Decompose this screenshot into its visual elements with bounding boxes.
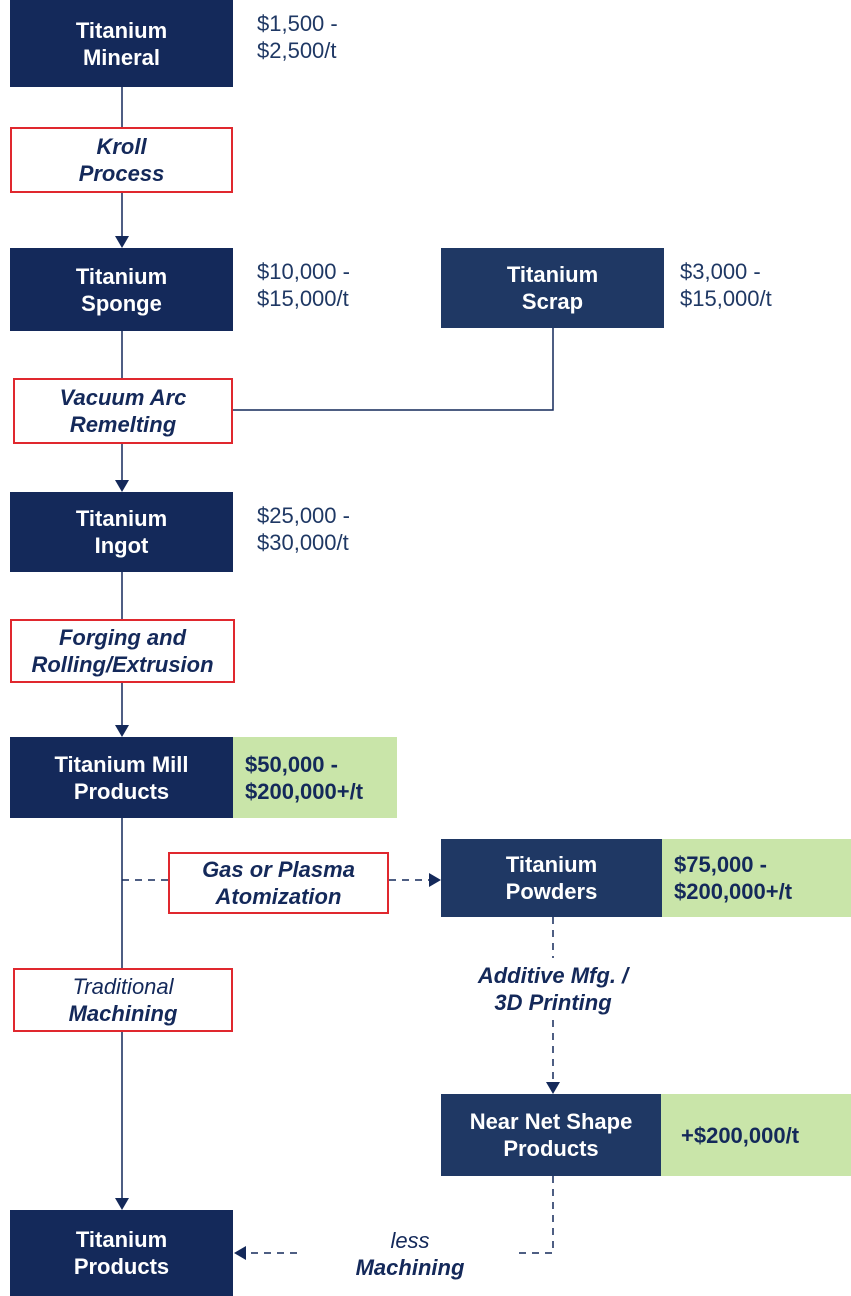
price-line: $25,000 -	[257, 503, 350, 528]
connector	[233, 328, 554, 411]
label: Remelting	[69, 412, 177, 437]
label: Sponge	[81, 290, 162, 316]
label: Titanium	[505, 852, 598, 877]
price-line: $3,000 -	[680, 259, 761, 284]
label: Titanium Mill	[54, 751, 189, 777]
price-line: $200,000+/t	[245, 778, 364, 804]
arrowhead	[546, 1082, 560, 1094]
label: Near Net Shape	[469, 1109, 633, 1134]
price: $25,000 - $30,000/t	[257, 502, 350, 556]
price-line: $30,000/t	[257, 530, 349, 555]
label: Titanium	[75, 17, 168, 43]
label: Gas or Plasma	[202, 857, 355, 882]
label: Ingot	[94, 533, 149, 558]
price: $10,000 - $15,000/t	[257, 258, 350, 312]
process: Gas or Plasma Atomization	[168, 852, 389, 914]
label: Forging and	[58, 625, 187, 650]
arrowhead	[115, 236, 129, 248]
process-label: less Machining	[310, 1227, 510, 1281]
price-line: $75,000 -	[674, 852, 767, 877]
process: Kroll Process	[10, 127, 233, 193]
label: Process	[78, 161, 165, 186]
node: Titanium Products	[10, 1210, 233, 1296]
connector	[515, 1176, 554, 1254]
label: Products	[73, 1254, 170, 1279]
node: Titanium Scrap	[441, 248, 664, 328]
price-line: $2,500/t	[257, 38, 337, 63]
label: Kroll	[96, 134, 147, 159]
label: Scrap	[521, 289, 584, 314]
price-highlight: +$200,000/t	[661, 1094, 851, 1176]
label: Powders	[505, 879, 598, 904]
label: Atomization	[215, 884, 342, 909]
price-line: $15,000/t	[257, 286, 349, 311]
price-line: $10,000 -	[257, 259, 350, 284]
label: Additive Mfg. /	[477, 963, 629, 988]
node: Near Net Shape Products	[441, 1094, 661, 1176]
node: Titanium Powders	[441, 839, 662, 917]
node: Titanium Mineral	[10, 0, 233, 87]
arrowhead	[234, 1246, 246, 1260]
price-line: +$200,000/t	[681, 1122, 800, 1148]
price-line: $1,500 -	[257, 11, 338, 36]
process: Forging and Rolling/Extrusion	[10, 619, 235, 683]
price-line: $200,000+/t	[674, 879, 793, 904]
node: Titanium Sponge	[10, 248, 233, 331]
label: Titanium	[506, 262, 599, 287]
price-highlight: $50,000 - $200,000+/t	[233, 737, 397, 818]
arrowhead	[429, 873, 441, 887]
node: Titanium Mill Products	[10, 737, 233, 818]
process: Vacuum Arc Remelting	[13, 378, 233, 444]
label: less	[390, 1228, 430, 1253]
label: Machining	[355, 1255, 465, 1280]
arrowhead	[115, 480, 129, 492]
price-line: $15,000/t	[680, 286, 772, 311]
process: Traditional Machining	[13, 968, 233, 1032]
label: Vacuum Arc	[59, 385, 187, 410]
label: Machining	[68, 1001, 178, 1026]
label: Titanium	[75, 506, 168, 531]
label: Titanium	[75, 1227, 168, 1252]
label: Traditional	[72, 974, 174, 999]
label: Rolling/Extrusion	[31, 652, 214, 677]
price: $3,000 - $15,000/t	[680, 258, 772, 312]
arrowhead	[115, 1198, 129, 1210]
price-line: $50,000 -	[245, 751, 338, 777]
label: Products	[73, 778, 170, 804]
price: $1,500 - $2,500/t	[257, 10, 338, 64]
label: Products	[503, 1136, 599, 1161]
arrowhead	[115, 725, 129, 737]
label: 3D Printing	[494, 990, 612, 1015]
price-highlight: $75,000 - $200,000+/t	[662, 839, 851, 917]
process-label: Additive Mfg. /3D Printing	[433, 962, 673, 1016]
label: Mineral	[82, 44, 161, 70]
node: Titanium Ingot	[10, 492, 233, 572]
label: Titanium	[75, 263, 168, 289]
